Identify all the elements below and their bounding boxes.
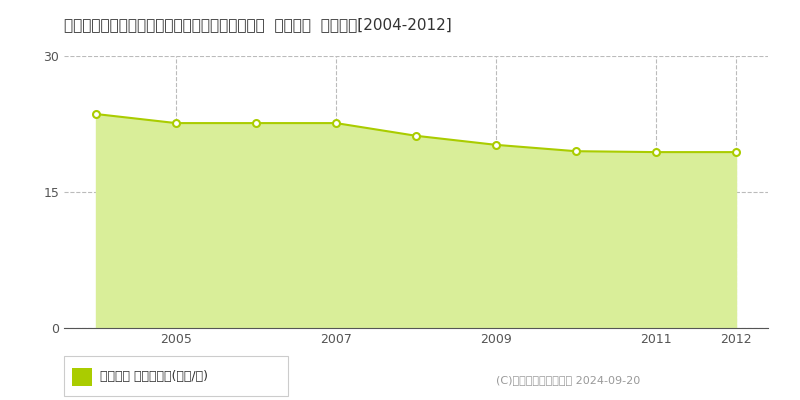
Text: 愛知県知多郡南知多町大字片名字新師崎１０番５  公示地価  地価推移[2004-2012]: 愛知県知多郡南知多町大字片名字新師崎１０番５ 公示地価 地価推移[2004-20… — [64, 17, 452, 32]
Text: 公示地価 平均坪単価(万円/坪): 公示地価 平均坪単価(万円/坪) — [100, 370, 208, 382]
Text: (C)土地価格ドットコム 2024-09-20: (C)土地価格ドットコム 2024-09-20 — [496, 375, 640, 385]
